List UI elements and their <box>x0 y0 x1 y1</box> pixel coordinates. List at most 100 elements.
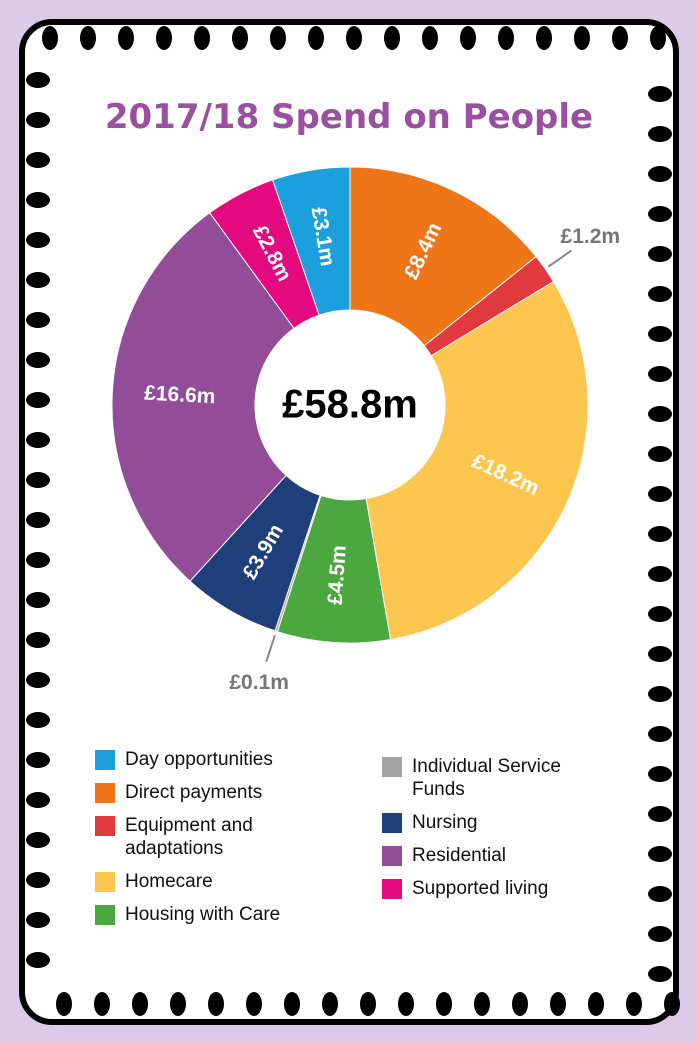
border-dot <box>80 26 96 50</box>
border-dot <box>322 992 338 1016</box>
legend-item: Direct payments <box>95 781 295 804</box>
border-dot <box>588 992 604 1016</box>
border-dot <box>26 792 50 808</box>
border-dot <box>26 512 50 528</box>
border-dot <box>26 432 50 448</box>
border-dot <box>26 152 50 168</box>
donut: £3.1m £8.4m £1.2m£18.2m£4.5m£0.1m£3.9m£16.… <box>111 166 621 694</box>
border-dot <box>232 26 248 50</box>
border-dot <box>398 992 414 1016</box>
border-dot <box>156 26 172 50</box>
border-dot <box>26 952 50 968</box>
legend-swatch <box>95 816 115 836</box>
legend: Day opportunities Direct payments Equipmen… <box>95 748 295 926</box>
legend-swatch <box>382 757 402 777</box>
border-dot <box>26 712 50 728</box>
legend-item: Supported living <box>382 877 582 900</box>
border-dot <box>208 992 224 1016</box>
border-dot <box>648 86 672 102</box>
border-dot <box>648 806 672 822</box>
data-label: £4.5m <box>324 545 351 606</box>
leader-line <box>547 249 573 268</box>
legend-swatch <box>95 872 115 892</box>
leader-line <box>265 634 276 663</box>
legend-swatch <box>95 905 115 925</box>
border-dot <box>384 26 400 50</box>
border-dot <box>26 472 50 488</box>
legend-label: Housing with Care <box>125 904 281 925</box>
border-dot <box>118 26 134 50</box>
center-label: £58.8m <box>282 383 418 427</box>
border-dot <box>26 72 50 88</box>
chart-title: 2017/18 Spend on People <box>105 97 593 137</box>
border-decoration <box>26 26 680 1016</box>
border-dot <box>26 552 50 568</box>
border-dot <box>460 26 476 50</box>
border-dot <box>648 846 672 862</box>
legend-label: Equipment and adaptations <box>125 815 253 859</box>
border-dot <box>94 992 110 1016</box>
border-dot <box>308 26 324 50</box>
legend-swatch <box>382 879 402 899</box>
legend-label: Homecare <box>125 871 213 892</box>
border-dot <box>26 752 50 768</box>
border-dot <box>26 232 50 248</box>
donut-slice <box>111 212 295 582</box>
border-dot <box>512 992 528 1016</box>
legend-label: Residential <box>412 845 506 866</box>
border-dot <box>26 392 50 408</box>
border-dot <box>648 566 672 582</box>
border-dot <box>648 446 672 462</box>
border-dot <box>26 192 50 208</box>
legend-swatch <box>382 813 402 833</box>
border-dot <box>246 992 262 1016</box>
border-dot <box>360 992 376 1016</box>
border-dot <box>648 526 672 542</box>
border-dot <box>26 872 50 888</box>
legend-item: Equipment and adaptations <box>95 814 295 860</box>
border-dot <box>648 166 672 182</box>
border-dot <box>648 886 672 902</box>
border-dot <box>612 26 628 50</box>
border-dot <box>436 992 452 1016</box>
border-dot <box>648 206 672 222</box>
legend-item: Homecare <box>95 870 295 893</box>
donut-slice <box>365 280 589 641</box>
border-dot <box>648 686 672 702</box>
data-label: £1.2m <box>561 225 621 248</box>
legend-swatch <box>382 846 402 866</box>
border-dot <box>194 26 210 50</box>
border-dot <box>550 992 566 1016</box>
border-dot <box>42 26 58 50</box>
border-dot <box>26 632 50 648</box>
legend-label: Direct payments <box>125 782 263 803</box>
border-dot <box>56 992 72 1016</box>
border-dot <box>26 672 50 688</box>
border-dot <box>574 26 590 50</box>
border-dot <box>664 992 680 1016</box>
border-dot <box>26 592 50 608</box>
border-dot <box>284 992 300 1016</box>
legend-item: Housing with Care <box>95 903 295 926</box>
border-dot <box>474 992 490 1016</box>
border-dot <box>648 726 672 742</box>
border-dot <box>536 26 552 50</box>
legend-item: Individual Service Funds <box>382 755 582 801</box>
legend-label: Day opportunities <box>125 749 273 770</box>
border-dot <box>648 126 672 142</box>
legend: Individual Service Funds Nursing Residenti… <box>382 755 582 900</box>
border-dot <box>498 26 514 50</box>
border-dot <box>26 312 50 328</box>
legend-swatch <box>95 783 115 803</box>
border-dot <box>422 26 438 50</box>
legend-item: Nursing <box>382 811 582 834</box>
border-dot <box>270 26 286 50</box>
border-dot <box>346 26 362 50</box>
border-dot <box>648 766 672 782</box>
border-dot <box>650 26 666 50</box>
border-dot <box>648 646 672 662</box>
donut-hole <box>255 310 445 500</box>
legend-swatch <box>95 750 115 770</box>
border-dot <box>26 272 50 288</box>
